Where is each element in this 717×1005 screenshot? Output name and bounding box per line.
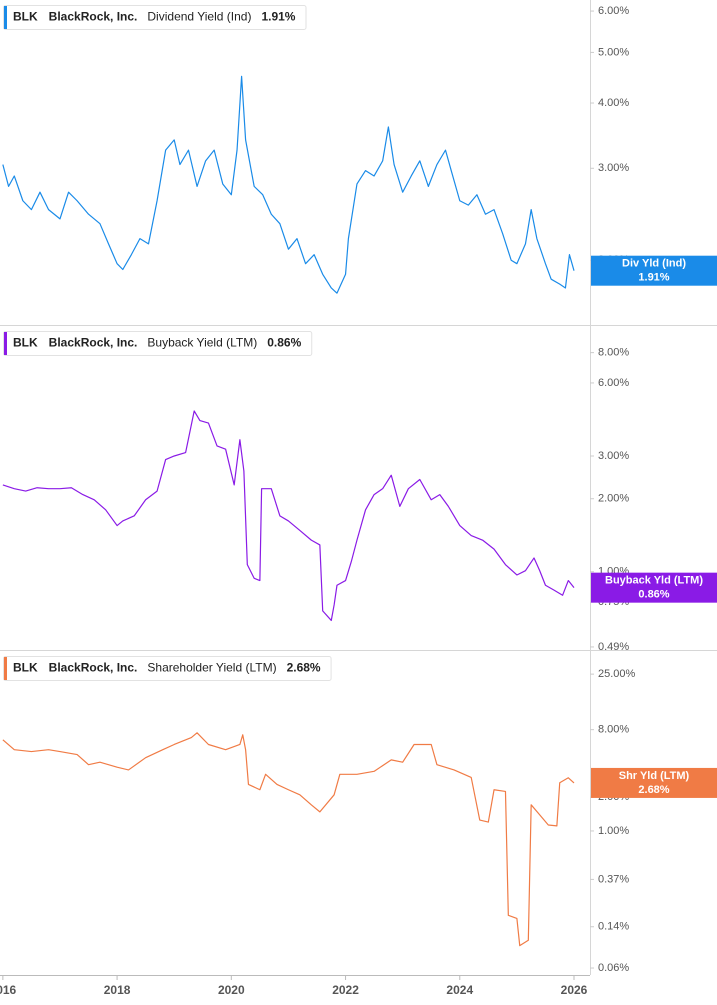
x-tick-label: 2022 (332, 983, 359, 997)
flag-label: Shr Yld (LTM) (619, 770, 690, 782)
y-tick-label: 0.49% (598, 641, 629, 653)
y-tick-label: 8.00% (598, 347, 629, 359)
y-tick-label: 1.00% (598, 825, 629, 837)
y-tick-label: 4.00% (598, 97, 629, 109)
ticker: BLK (13, 336, 38, 350)
legend-accent (4, 6, 7, 29)
legend-box (3, 5, 307, 30)
y-tick-label: 0.37% (598, 873, 629, 885)
flag-value: 1.91% (638, 272, 669, 284)
ticker: BLK (13, 10, 38, 24)
legend-label: Dividend Yield (Ind) (147, 10, 251, 24)
company-name: BlackRock, Inc. (49, 10, 138, 24)
flag-label: Buyback Yld (LTM) (605, 575, 703, 587)
value-flag (591, 767, 717, 798)
value-flag (591, 255, 717, 286)
y-tick-label: 8.00% (598, 724, 629, 736)
y-tick-label: 6.00% (598, 5, 629, 17)
legend-value: 1.91% (261, 10, 295, 24)
y-tick-label: 6.00% (598, 377, 629, 389)
flag-label: Div Yld (Ind) (622, 258, 686, 270)
y-tick-label: 3.00% (598, 450, 629, 462)
company-name: BlackRock, Inc. (49, 661, 138, 675)
company-name: BlackRock, Inc. (49, 336, 138, 350)
x-tick-label: 2026 (561, 983, 588, 997)
y-tick-label: 5.00% (598, 46, 629, 58)
flag-value: 2.68% (638, 784, 669, 796)
x-tick-label: 2020 (218, 983, 245, 997)
legend-value: 0.86% (267, 336, 301, 350)
legend-box (3, 331, 313, 356)
legend-value: 2.68% (287, 661, 321, 675)
x-tick-label: 2018 (104, 983, 131, 997)
flag-value: 0.86% (638, 589, 669, 601)
x-tick-label: 2016 (0, 983, 17, 997)
ticker: BLK (13, 661, 38, 675)
series-line (2, 410, 575, 622)
legend-label: Buyback Yield (LTM) (147, 336, 257, 350)
legend-accent (4, 657, 7, 680)
series-line (2, 732, 575, 947)
legend-accent (4, 332, 7, 355)
legend-label: Shareholder Yield (LTM) (147, 661, 276, 675)
y-tick-label: 0.06% (598, 962, 629, 974)
series-line (2, 75, 575, 294)
x-tick-label: 2024 (446, 983, 473, 997)
value-flag (591, 572, 717, 603)
legend-box (3, 656, 332, 681)
y-tick-label: 3.00% (598, 162, 629, 174)
y-tick-label: 2.00% (598, 493, 629, 505)
y-tick-label: 25.00% (598, 668, 636, 680)
y-tick-label: 0.14% (598, 921, 629, 933)
